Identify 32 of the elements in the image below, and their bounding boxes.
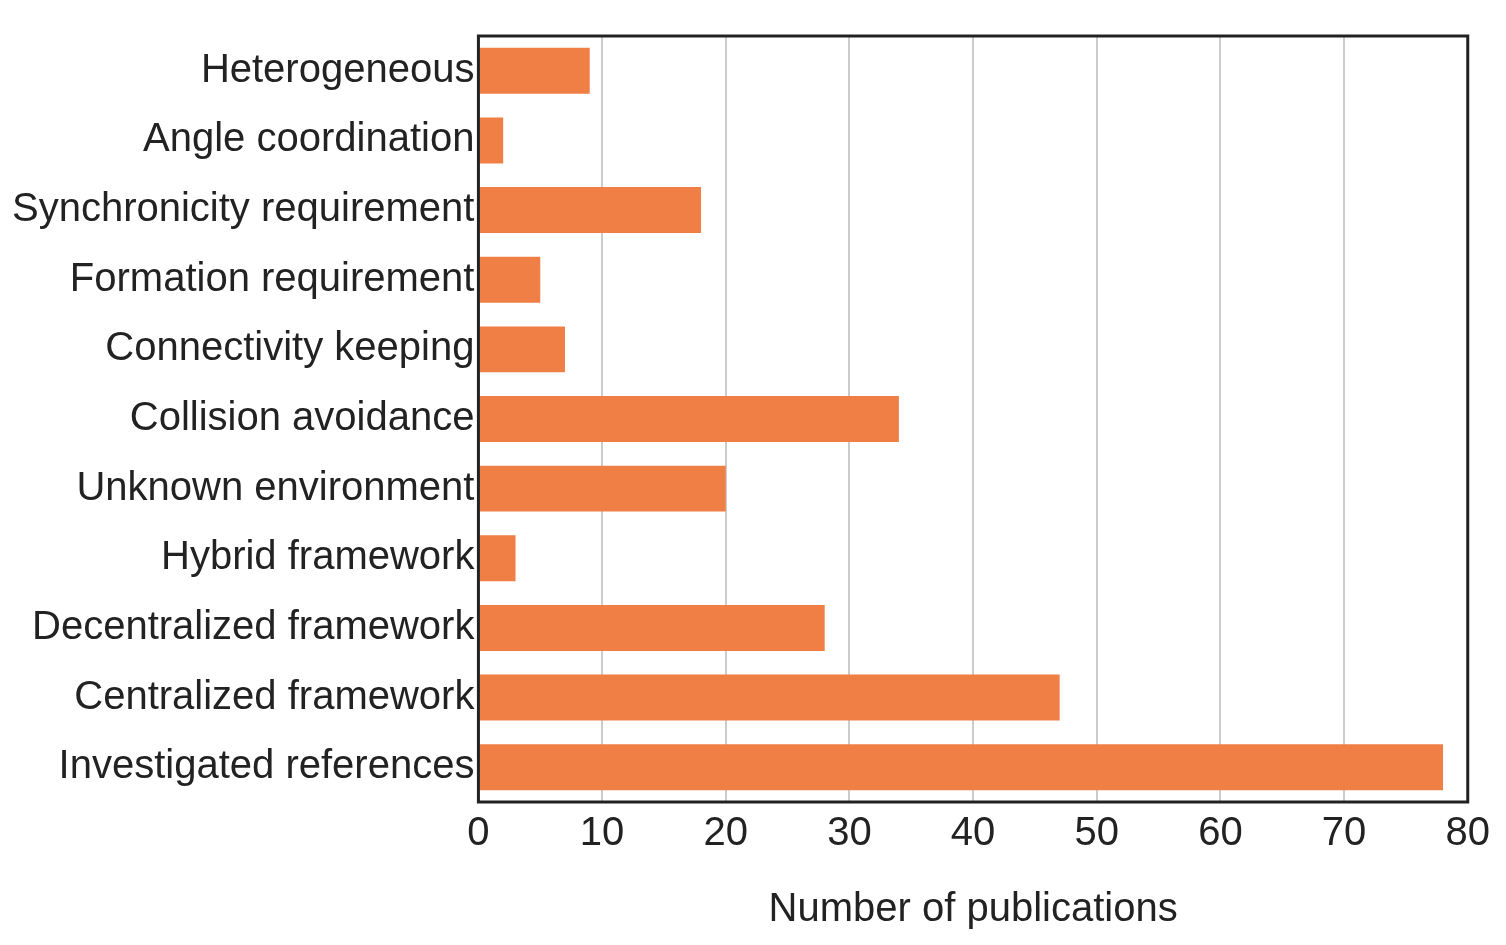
x-tick-label: 70	[1321, 809, 1367, 854]
y-tick-label: Centralized framework	[74, 672, 476, 717]
bar	[479, 187, 702, 234]
x-tick-label: 10	[579, 809, 625, 854]
bar	[479, 604, 825, 651]
y-tick-label: Unknown environment	[76, 463, 475, 508]
x-tick-label: 60	[1198, 809, 1243, 854]
y-tick-label: Hybrid framework	[161, 533, 476, 578]
bar	[479, 47, 590, 94]
bar	[479, 465, 726, 512]
y-tick-label: Heterogeneous	[200, 45, 475, 90]
x-tick-label: 20	[703, 809, 748, 854]
bar	[479, 396, 899, 442]
x-tick-label: 0	[467, 809, 490, 854]
x-tick-label: 30	[827, 809, 872, 854]
y-tick-label: Angle coordination	[143, 115, 475, 160]
y-tick-label: Connectivity keeping	[105, 324, 475, 369]
x-axis-title: Number of publications	[768, 885, 1178, 930]
y-tick-label: Formation requirement	[69, 254, 475, 299]
bar	[479, 256, 541, 303]
x-tick-label: 40	[950, 809, 996, 854]
bar	[479, 535, 516, 582]
y-tick-label: Investigated references	[58, 742, 475, 787]
x-tick-label: 80	[1445, 809, 1490, 854]
bar	[479, 326, 565, 373]
bar	[479, 674, 1060, 721]
x-tick-label: 50	[1074, 809, 1119, 854]
y-tick-label: Synchronicity requirement	[12, 185, 475, 230]
y-tick-label: Decentralized framework	[32, 602, 476, 647]
bar	[479, 744, 1444, 791]
bar	[479, 117, 504, 164]
y-tick-label: Collision avoidance	[129, 394, 475, 439]
